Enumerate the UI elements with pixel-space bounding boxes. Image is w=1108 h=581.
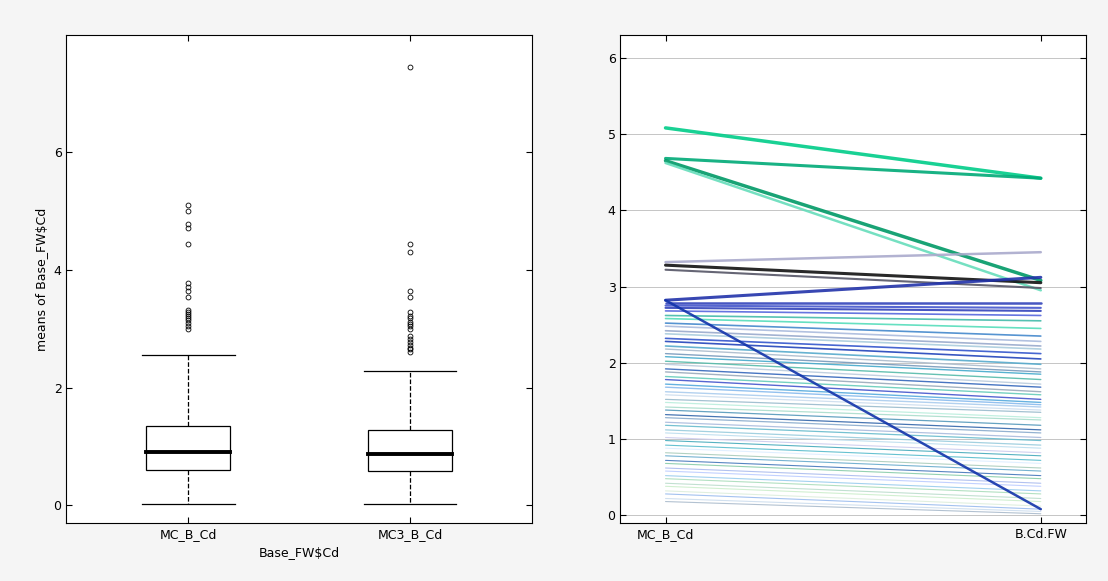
Y-axis label: means of Base_FW$Cd: means of Base_FW$Cd bbox=[35, 207, 48, 350]
Bar bbox=[146, 426, 230, 470]
X-axis label: Base_FW$Cd: Base_FW$Cd bbox=[258, 546, 340, 560]
Bar bbox=[368, 430, 452, 471]
